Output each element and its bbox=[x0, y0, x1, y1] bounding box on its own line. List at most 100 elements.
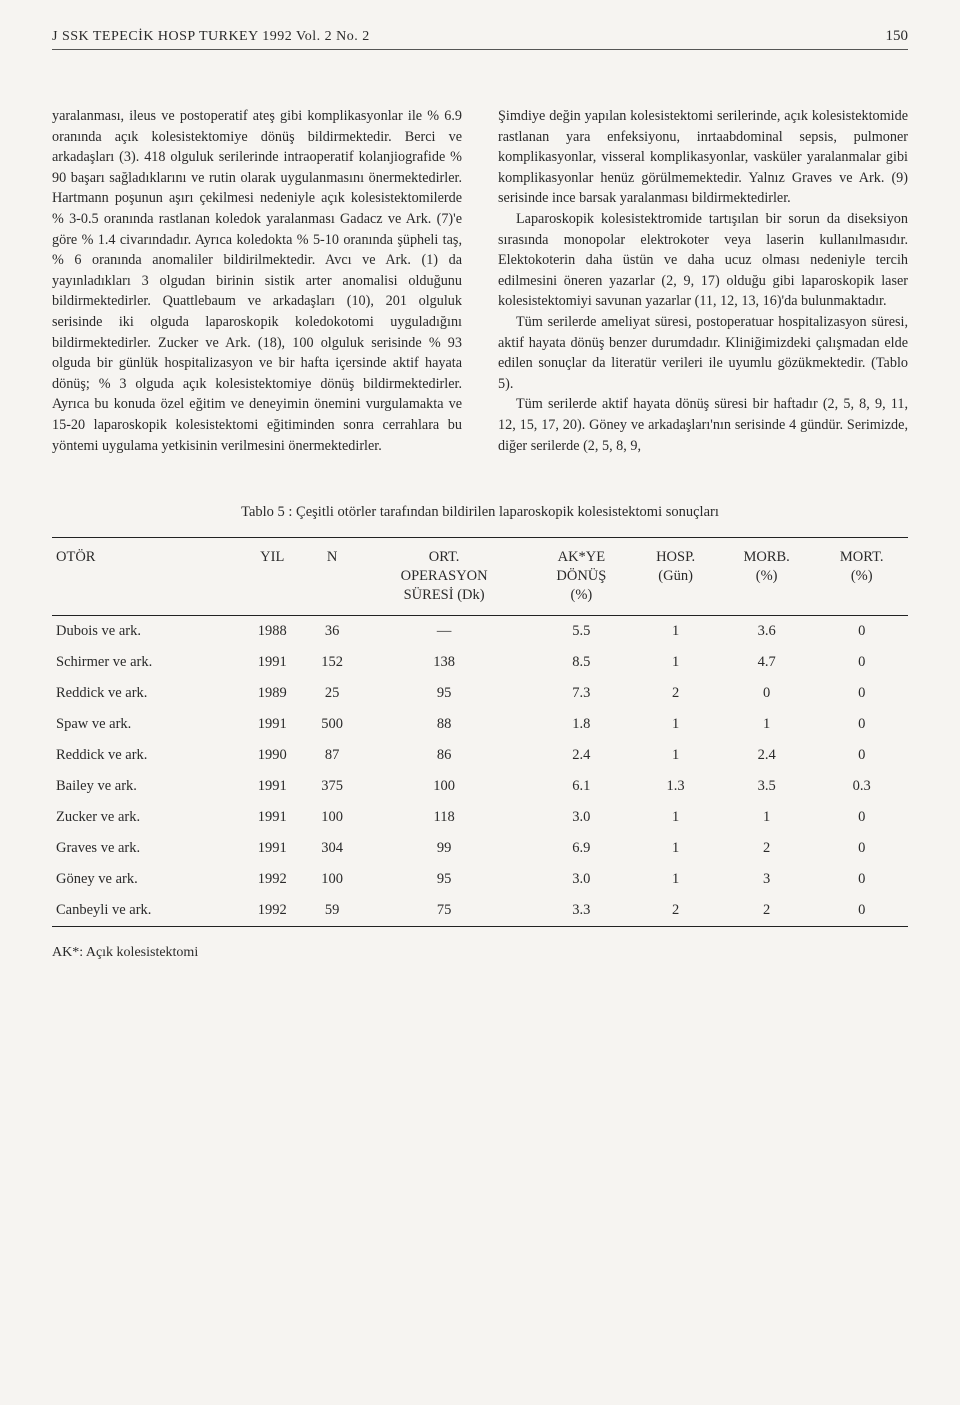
table-cell: 1990 bbox=[239, 740, 305, 771]
table-footnote: AK*: Açık kolesistektomi bbox=[52, 945, 908, 961]
table-header: HOSP.(Gün) bbox=[633, 538, 718, 616]
table-row: Spaw ve ark.1991500881.8110 bbox=[52, 709, 908, 740]
table-cell: 0 bbox=[815, 895, 908, 927]
table-cell: 0 bbox=[815, 615, 908, 647]
table-cell: 99 bbox=[359, 833, 530, 864]
table-cell: 118 bbox=[359, 802, 530, 833]
table-row: Reddick ve ark.198925957.3200 bbox=[52, 678, 908, 709]
table-cell: 1 bbox=[633, 709, 718, 740]
table-cell: Schirmer ve ark. bbox=[52, 647, 239, 678]
table-cell: 25 bbox=[305, 678, 358, 709]
table-cell: 36 bbox=[305, 615, 358, 647]
table-cell: 1 bbox=[633, 647, 718, 678]
table-cell: 1991 bbox=[239, 833, 305, 864]
body-paragraph: Şimdiye değin yapılan kolesistektomi ser… bbox=[498, 106, 908, 209]
table-cell: 0 bbox=[815, 740, 908, 771]
table-cell: 1988 bbox=[239, 615, 305, 647]
table-cell: Göney ve ark. bbox=[52, 864, 239, 895]
table-row: Göney ve ark.1992100953.0130 bbox=[52, 864, 908, 895]
table-header: MORT.(%) bbox=[815, 538, 908, 616]
table-header: YIL bbox=[239, 538, 305, 616]
table-cell: 1 bbox=[718, 709, 816, 740]
body-paragraph: Tüm serilerde ameliyat süresi, postopera… bbox=[498, 312, 908, 394]
table-cell: 0.3 bbox=[815, 771, 908, 802]
table-row: Graves ve ark.1991304996.9120 bbox=[52, 833, 908, 864]
table-cell: 1.8 bbox=[529, 709, 633, 740]
table-cell: Reddick ve ark. bbox=[52, 740, 239, 771]
table-cell: 95 bbox=[359, 864, 530, 895]
table-cell: Bailey ve ark. bbox=[52, 771, 239, 802]
table-cell: 1991 bbox=[239, 709, 305, 740]
table-cell: 95 bbox=[359, 678, 530, 709]
table-cell: 75 bbox=[359, 895, 530, 927]
table-cell: 4.7 bbox=[718, 647, 816, 678]
table-cell: 1 bbox=[633, 615, 718, 647]
table-cell: 3.3 bbox=[529, 895, 633, 927]
table-cell: 138 bbox=[359, 647, 530, 678]
table-cell: 0 bbox=[815, 833, 908, 864]
table-cell: 1989 bbox=[239, 678, 305, 709]
table-cell: 2.4 bbox=[718, 740, 816, 771]
table-cell: 1991 bbox=[239, 771, 305, 802]
table-cell: 304 bbox=[305, 833, 358, 864]
table-cell: 0 bbox=[718, 678, 816, 709]
body-columns: yaralanması, ileus ve postoperatif ateş … bbox=[52, 106, 908, 456]
table-cell: 6.9 bbox=[529, 833, 633, 864]
page-header: J SSK TEPECİK HOSP TURKEY 1992 Vol. 2 No… bbox=[52, 28, 908, 50]
table-row: Reddick ve ark.199087862.412.40 bbox=[52, 740, 908, 771]
body-paragraph: Laparoskopik kolesistektromide tartışıla… bbox=[498, 209, 908, 312]
table-cell: 0 bbox=[815, 709, 908, 740]
table-cell: 0 bbox=[815, 647, 908, 678]
table-cell: 2 bbox=[718, 833, 816, 864]
table-cell: 3.0 bbox=[529, 864, 633, 895]
table-cell: 2 bbox=[633, 678, 718, 709]
table-cell: 86 bbox=[359, 740, 530, 771]
table-cell: 6.1 bbox=[529, 771, 633, 802]
table-header: OTÖR bbox=[52, 538, 239, 616]
table-cell: 1992 bbox=[239, 864, 305, 895]
table-cell: Zucker ve ark. bbox=[52, 802, 239, 833]
table-cell: Canbeyli ve ark. bbox=[52, 895, 239, 927]
table-cell: 1.3 bbox=[633, 771, 718, 802]
table-cell: 1 bbox=[718, 802, 816, 833]
table-cell: 0 bbox=[815, 864, 908, 895]
table-cell: 88 bbox=[359, 709, 530, 740]
table-cell: 5.5 bbox=[529, 615, 633, 647]
table-cell: Graves ve ark. bbox=[52, 833, 239, 864]
table-cell: 8.5 bbox=[529, 647, 633, 678]
table-cell: 1 bbox=[633, 802, 718, 833]
table-cell: 7.3 bbox=[529, 678, 633, 709]
results-table: OTÖR YIL N ORT.OPERASYONSÜRESİ (Dk) AK*Y… bbox=[52, 537, 908, 927]
table-cell: 1 bbox=[633, 864, 718, 895]
table-row: Zucker ve ark.19911001183.0110 bbox=[52, 802, 908, 833]
table-cell: 2.4 bbox=[529, 740, 633, 771]
table-cell: 59 bbox=[305, 895, 358, 927]
table-header: ORT.OPERASYONSÜRESİ (Dk) bbox=[359, 538, 530, 616]
table-caption: Tablo 5 : Çeşitli otörler tarafından bil… bbox=[52, 504, 908, 521]
table-cell: 1 bbox=[633, 740, 718, 771]
table-row: Dubois ve ark.198836—5.513.60 bbox=[52, 615, 908, 647]
table-cell: 100 bbox=[305, 802, 358, 833]
table-header: N bbox=[305, 538, 358, 616]
table-cell: Spaw ve ark. bbox=[52, 709, 239, 740]
table-cell: 1991 bbox=[239, 802, 305, 833]
table-header: MORB.(%) bbox=[718, 538, 816, 616]
body-paragraph: Tüm serilerde aktif hayata dönüş süresi … bbox=[498, 394, 908, 456]
table-cell: 3.6 bbox=[718, 615, 816, 647]
table-header: AK*YEDÖNÜŞ(%) bbox=[529, 538, 633, 616]
column-right: Şimdiye değin yapılan kolesistektomi ser… bbox=[498, 106, 908, 456]
table-cell: 500 bbox=[305, 709, 358, 740]
table-cell: — bbox=[359, 615, 530, 647]
table-row: Schirmer ve ark.19911521388.514.70 bbox=[52, 647, 908, 678]
table-cell: 1992 bbox=[239, 895, 305, 927]
table-cell: 87 bbox=[305, 740, 358, 771]
table-cell: 100 bbox=[359, 771, 530, 802]
table-cell: 0 bbox=[815, 678, 908, 709]
table-cell: 1 bbox=[633, 833, 718, 864]
table-cell: 3 bbox=[718, 864, 816, 895]
table-cell: 2 bbox=[718, 895, 816, 927]
table-cell: 0 bbox=[815, 802, 908, 833]
body-paragraph: yaralanması, ileus ve postoperatif ateş … bbox=[52, 106, 462, 456]
table-row: Canbeyli ve ark.199259753.3220 bbox=[52, 895, 908, 927]
table-cell: Dubois ve ark. bbox=[52, 615, 239, 647]
